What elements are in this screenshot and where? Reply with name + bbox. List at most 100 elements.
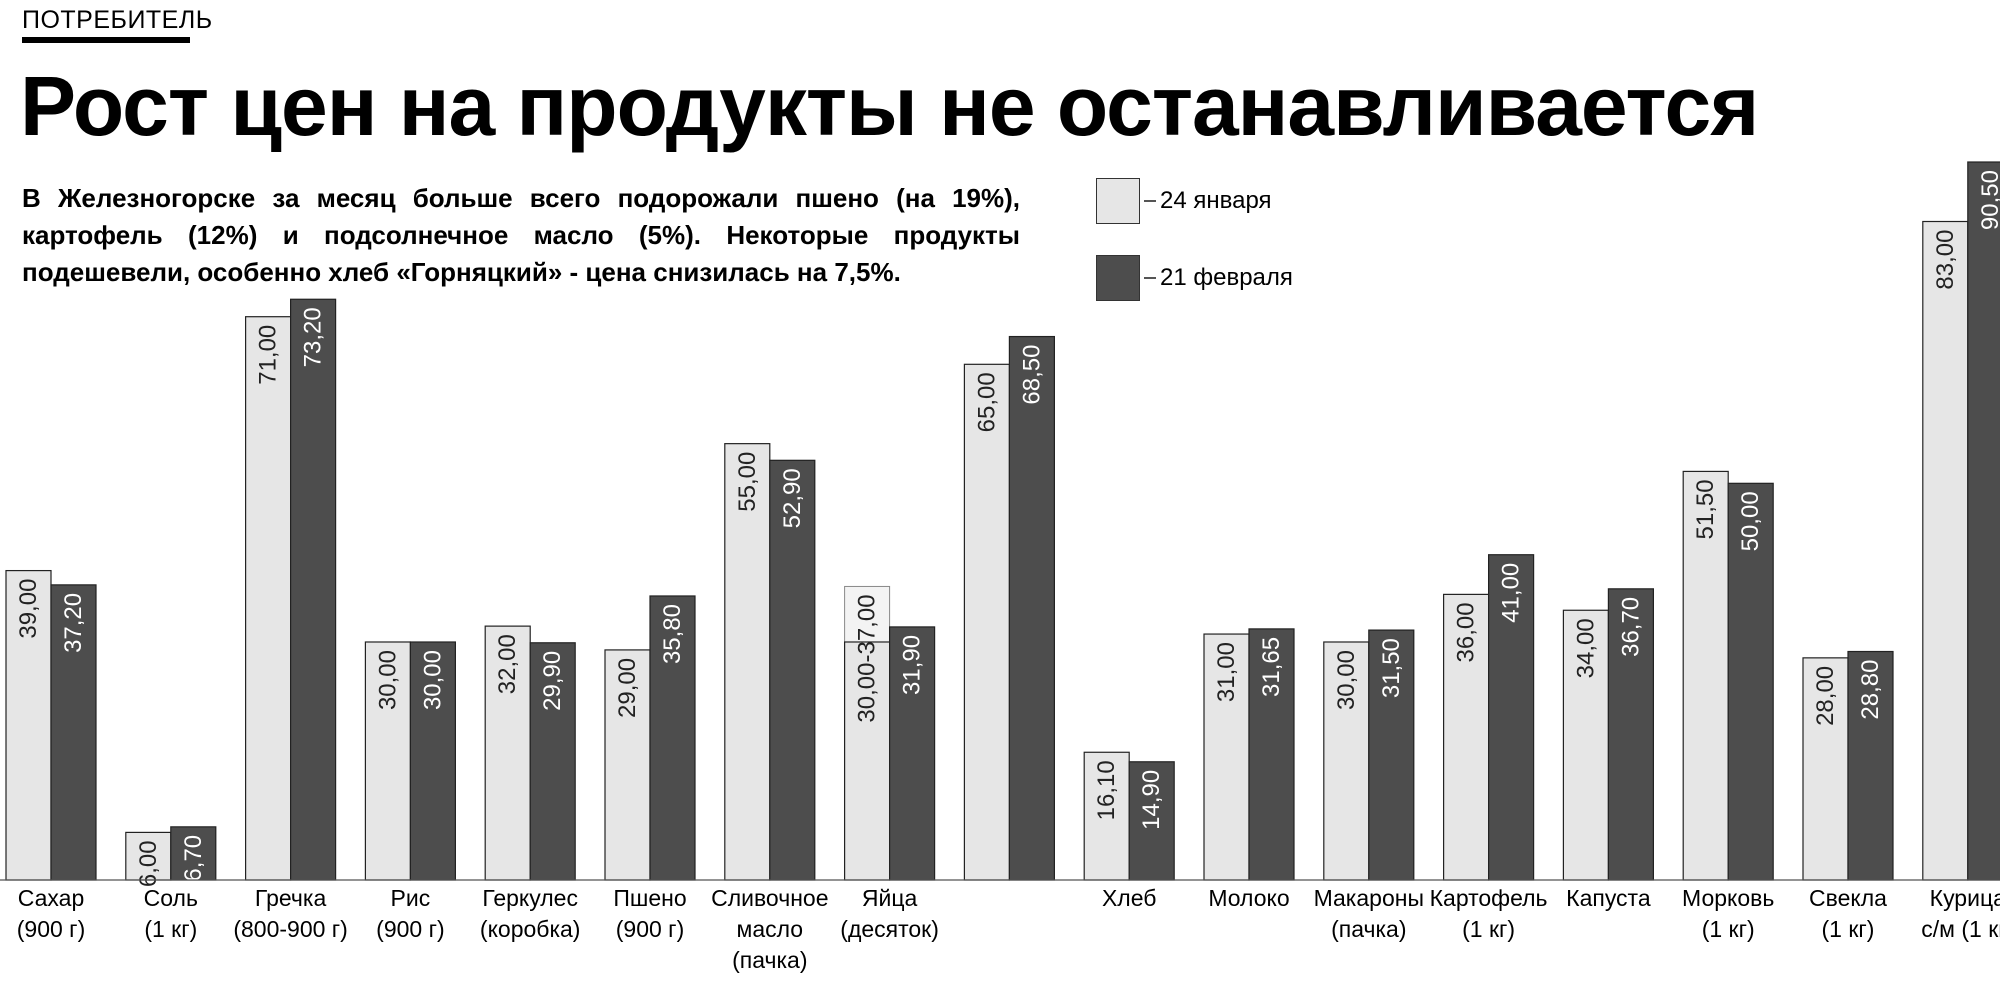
category-label: (1 кг) [144, 916, 197, 942]
data-label: 36,00 [1453, 602, 1480, 662]
bar [769, 459, 816, 881]
bar [1847, 650, 1894, 881]
lead-paragraph: В Железногорске за месяц больше всего по… [22, 183, 1020, 287]
data-label: 31,90 [899, 635, 926, 695]
rubric-label: ПОТРЕБИТЕЛЬ [22, 6, 213, 34]
category-label: Морковь [1682, 885, 1774, 911]
data-label: 36,70 [1617, 597, 1644, 657]
data-label: 31,65 [1258, 637, 1285, 697]
page-title: Рост цен на продукты не останавливается [20, 59, 1759, 153]
data-label: 39,00 [15, 579, 42, 639]
category-label: Яйца [862, 885, 918, 911]
category-label: (коробка) [480, 916, 581, 942]
bar [1128, 761, 1175, 881]
data-label: 30,00 [1333, 650, 1360, 710]
legend-item-feb: 21 февраля [1096, 255, 1293, 301]
data-label: 65,00 [973, 372, 1000, 432]
data-label: 30,00-37,00 [854, 594, 881, 722]
data-label: 34,00 [1572, 618, 1599, 678]
category-label: (1 кг) [1462, 916, 1515, 942]
bar [1922, 220, 1969, 881]
bar [724, 443, 771, 881]
category-label: Рис [391, 885, 431, 911]
data-label: 52,90 [779, 468, 806, 528]
legend-item-jan: 24 января [1096, 178, 1272, 224]
category-label: (900 г) [376, 916, 444, 942]
category-label: масло [737, 916, 804, 942]
category-label: Свекла [1809, 885, 1887, 911]
data-label: 6,00 [135, 840, 162, 887]
bar [963, 363, 1011, 881]
bar [5, 569, 52, 881]
category-label: Картофель [1430, 885, 1548, 911]
category-label: (десяток) [840, 916, 939, 942]
bar [1487, 554, 1535, 881]
bar [1562, 609, 1610, 881]
bar [1368, 629, 1415, 881]
bar [290, 298, 337, 881]
data-label: 28,80 [1857, 660, 1884, 720]
bar [1802, 657, 1849, 881]
legend-label-jan: 24 января [1160, 187, 1272, 214]
bar [245, 316, 292, 881]
category-label: (900 г) [616, 916, 684, 942]
category-label: Молоко [1208, 885, 1289, 911]
data-label: 71,00 [255, 325, 282, 385]
bar [1008, 335, 1056, 881]
category-label: Капуста [1566, 885, 1651, 911]
bar [1727, 482, 1774, 881]
data-label: 35,80 [659, 604, 686, 664]
bar [1248, 628, 1295, 881]
data-label: 14,90 [1138, 770, 1165, 830]
data-label: 73,20 [300, 307, 327, 367]
bar [50, 584, 97, 881]
category-label: Курица [1930, 885, 2000, 911]
category-label: Сливочное [711, 885, 828, 911]
category-label: Пшено [613, 885, 686, 911]
bar [125, 831, 172, 881]
data-label: 32,00 [494, 634, 521, 694]
bar-range-top [844, 585, 891, 643]
bar [1442, 593, 1490, 881]
data-label: 28,00 [1812, 666, 1839, 726]
category-label: Макароны [1314, 885, 1424, 911]
data-label: 29,90 [539, 651, 566, 711]
data-label: 83,00 [1932, 230, 1959, 290]
category-label: Хлеб [1102, 885, 1156, 911]
legend-label-feb: 21 февраля [1160, 264, 1293, 291]
category-label: Геркулес [482, 885, 578, 911]
data-label: 30,00 [419, 650, 446, 710]
legend-dash [1144, 277, 1156, 279]
category-label: (800-900 г) [233, 916, 348, 942]
bar [170, 826, 217, 881]
bar [364, 641, 411, 881]
legend-dash [1144, 200, 1156, 202]
data-label: 50,00 [1737, 491, 1764, 551]
category-label: (пачка) [732, 947, 807, 973]
category-label: с/м (1 кг) [1921, 916, 2000, 942]
data-label: 31,50 [1378, 638, 1405, 698]
category-label: (1 кг) [1822, 916, 1875, 942]
category-label: (900 г) [17, 916, 85, 942]
legend-swatch-jan [1096, 178, 1140, 224]
bar [1967, 161, 2000, 881]
data-label: 16,10 [1093, 760, 1120, 820]
data-label: 55,00 [734, 452, 761, 512]
data-label: 37,20 [60, 593, 87, 653]
bar [409, 641, 456, 881]
category-label: (пачка) [1331, 916, 1406, 942]
category-label: Соль [144, 885, 198, 911]
data-label: 31,00 [1213, 642, 1240, 702]
bar [888, 626, 936, 881]
data-label: 30,00 [374, 650, 401, 710]
data-label: 68,50 [1018, 345, 1045, 405]
category-label: (1 кг) [1702, 916, 1755, 942]
bar [484, 625, 531, 881]
data-label: 29,00 [614, 658, 641, 718]
data-label: 51,50 [1692, 479, 1719, 539]
legend-swatch-feb [1096, 255, 1140, 301]
rubric-underline [22, 37, 190, 43]
data-label: 41,00 [1498, 563, 1525, 623]
data-label: 90,50 [1977, 170, 2000, 230]
